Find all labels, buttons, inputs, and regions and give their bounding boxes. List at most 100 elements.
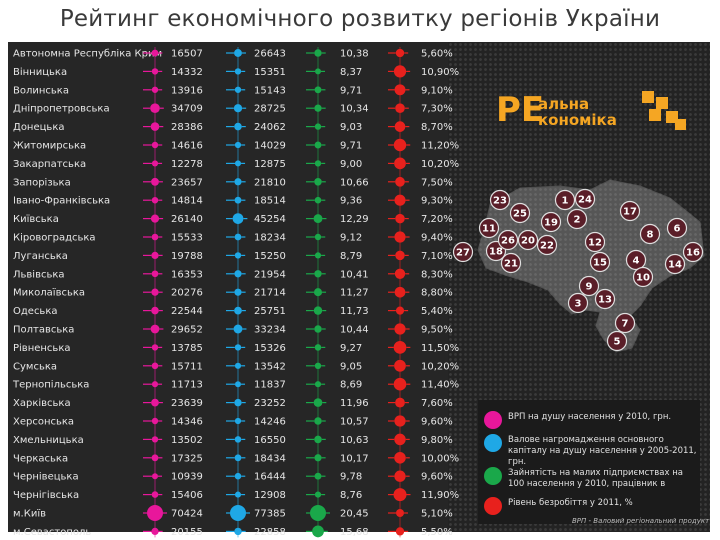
employment-dot [312,525,324,538]
grp-value: 13916 [171,85,203,96]
employment-value: 8,69 [340,380,362,391]
legend-label-grp: ВРП на душу населення у 2010, грн. [508,412,672,422]
employment-dot [313,306,323,315]
map-region-number: 12 [588,238,602,249]
unemployment-dot [395,103,405,114]
page-title: Рейтинг економічного розвитку регіонів У… [59,6,661,32]
legend-dot-employment [484,467,502,485]
logo-re: РЕ [496,90,545,130]
capital-value: 24062 [254,122,286,133]
capital-dot [234,362,242,369]
unemployment-dot [394,470,406,482]
map-region-number: 11 [482,224,496,235]
region-label: Сумська [13,361,57,372]
grp-value: 13785 [171,343,203,354]
capital-value: 22858 [254,527,286,538]
grp-value: 14616 [171,141,203,152]
employment-dot [314,381,322,388]
capital-dot [234,141,242,149]
grp-value: 19788 [171,251,203,262]
region-label: Івано-Франківська [13,195,110,207]
map-region-number: 20 [521,236,535,247]
employment-value: 9,71 [340,85,362,96]
employment-value: 9,12 [340,233,362,244]
grp-dot [151,381,159,388]
capital-dot [234,68,242,75]
legend-dot-capital [484,434,502,452]
capital-dot [234,160,242,167]
employment-dot [314,270,322,278]
employment-value: 10,41 [340,269,369,280]
employment-dot [313,214,323,224]
grp-dot [150,214,160,223]
unemployment-value: 5,60% [421,49,453,60]
map-region-number: 2 [574,215,581,226]
legend-label-unemployment: Рівень безробіття у 2011, % [508,498,633,508]
employment-dot [314,472,322,480]
grp-value: 14332 [171,67,203,78]
employment-value: 10,34 [340,104,369,115]
region-label: Дніпропетровська [13,103,110,115]
capital-dot [234,178,242,186]
capital-value: 11837 [254,380,286,391]
region-label: Миколаївська [13,288,85,299]
capital-value: 21954 [254,269,286,280]
region-label: Чернігівська [13,489,79,501]
map-region-number: 26 [501,236,515,247]
capital-dot [234,288,242,296]
capital-dot [234,454,242,462]
map-region-marker [567,292,589,314]
grp-value: 17325 [171,453,203,464]
employment-value: 11,27 [340,288,369,299]
map-region-number: 19 [544,218,558,229]
map-region-number: 9 [586,282,593,293]
grp-value: 12278 [171,159,203,170]
unemployment-dot [394,415,406,427]
map-region-marker [540,211,562,233]
grp-value: 10939 [171,472,203,483]
employment-dot [314,491,322,498]
grp-value: 29652 [171,325,203,336]
unemployment-dot [395,397,405,408]
unemployment-value: 7,50% [421,177,453,188]
grp-value: 16507 [171,49,203,60]
unemployment-dot [394,84,406,96]
unemployment-value: 9,50% [421,325,453,336]
map-region-number: 10 [636,273,650,284]
grp-value: 23657 [171,177,203,188]
unemployment-dot [393,377,407,391]
unemployment-value: 7,60% [421,398,453,409]
unemployment-dot [395,527,405,536]
employment-value: 8,37 [340,67,362,78]
capital-dot [234,122,242,131]
capital-dot [234,233,242,241]
grp-value: 15711 [171,361,203,372]
map-region-number: 15 [593,258,607,269]
map-region-marker [500,252,522,274]
unemployment-value: 10,20% [421,361,459,372]
map-region-marker [509,202,531,224]
region-label: Рівненська [13,342,71,354]
map-region-marker [666,217,688,239]
unemployment-value: 5,40% [421,306,453,317]
unemployment-value: 11,40% [421,380,459,391]
grp-dot [151,86,159,93]
grp-value: 23639 [171,398,203,409]
grp-dot [151,68,159,75]
map-region-number: 14 [668,260,682,271]
grp-value: 22544 [171,306,203,317]
employment-dot [314,362,322,370]
region-label: Херсонська [13,417,74,428]
map-region-marker [578,275,600,297]
map-region-marker [606,330,628,352]
capital-dot [234,472,242,480]
grp-dot [151,288,159,296]
employment-value: 9,27 [340,343,362,354]
map-region-marker [536,234,558,256]
capital-value: 18234 [254,233,286,244]
capital-dot [234,49,242,57]
logo-mark-icon [642,91,686,130]
employment-dot [314,344,322,351]
region-label: Житомирська [13,141,86,152]
unemployment-dot [393,65,407,78]
